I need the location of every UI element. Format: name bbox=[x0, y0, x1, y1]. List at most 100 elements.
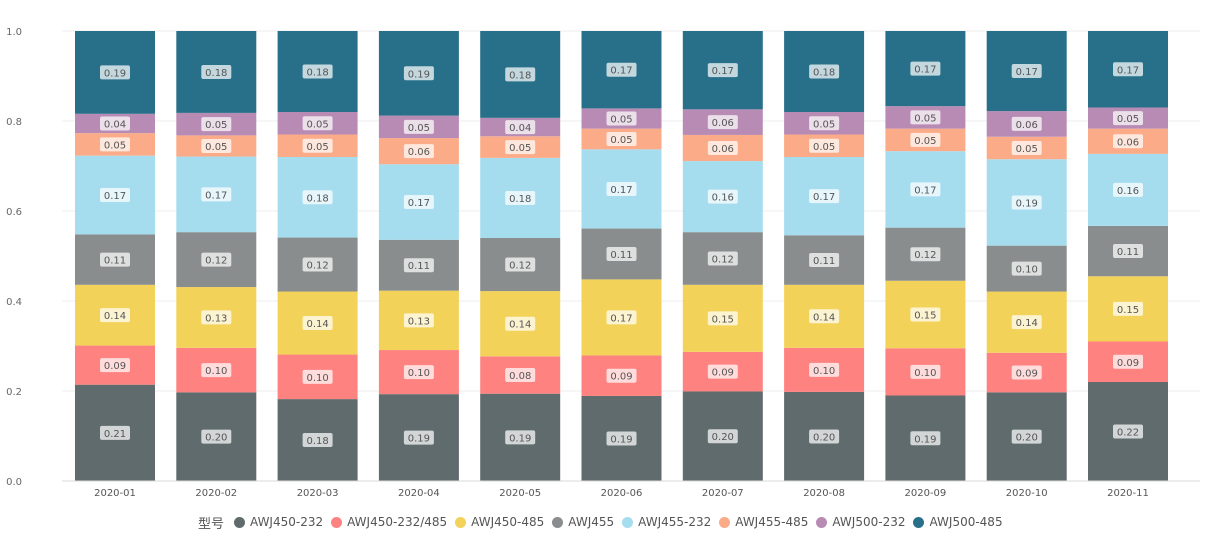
data-label-bg bbox=[809, 138, 840, 153]
data-label-bg bbox=[1011, 141, 1042, 155]
data-label-bg bbox=[707, 63, 738, 78]
legend-swatch bbox=[552, 516, 564, 528]
data-label-bg bbox=[1113, 62, 1143, 77]
legend-label: AWJ455 bbox=[568, 515, 615, 529]
data-label: 0.19 bbox=[914, 434, 936, 445]
data-label-bg bbox=[201, 429, 232, 444]
data-label-bg bbox=[100, 252, 130, 267]
legend-item[interactable]: AWJ450-232 bbox=[234, 515, 323, 529]
legend-item[interactable]: AWJ455 bbox=[552, 515, 614, 529]
data-label: 0.12 bbox=[306, 261, 328, 272]
data-label: 0.05 bbox=[610, 135, 632, 146]
data-label-bg bbox=[606, 111, 637, 126]
x-tick-label: 2020-11 bbox=[1107, 488, 1149, 499]
legend-item[interactable]: AWJ455-232 bbox=[622, 515, 711, 529]
data-label: 0.17 bbox=[1117, 65, 1139, 76]
data-label: 0.04 bbox=[509, 123, 531, 134]
y-tick-label: 0.4 bbox=[6, 297, 22, 308]
data-label-bg bbox=[403, 258, 434, 273]
data-label-bg bbox=[809, 362, 840, 377]
data-label: 0.10 bbox=[914, 368, 936, 379]
x-tick-label: 2020-05 bbox=[499, 488, 541, 499]
data-label-bg bbox=[1011, 365, 1042, 380]
legend-item[interactable]: AWJ450-485 bbox=[455, 515, 544, 529]
data-label: 0.22 bbox=[1117, 428, 1139, 439]
data-label: 0.19 bbox=[509, 433, 531, 444]
watermark: https://blog.csdn.net/Fine_one bbox=[1018, 515, 1200, 529]
data-label-bg bbox=[302, 64, 333, 79]
data-label-bg bbox=[910, 182, 941, 197]
data-label: 0.18 bbox=[509, 70, 531, 81]
data-label: 0.20 bbox=[813, 432, 835, 443]
data-label: 0.18 bbox=[306, 436, 328, 447]
data-label-bg bbox=[606, 132, 637, 146]
legend-label: AWJ455-232 bbox=[638, 515, 712, 529]
data-label-bg bbox=[809, 253, 840, 268]
legend-item[interactable]: AWJ500-485 bbox=[913, 515, 1003, 529]
legend: 型号 AWJ450-232 AWJ450-232/485 AWJ450-485 AWJ… bbox=[198, 512, 1011, 532]
data-label-bg bbox=[1011, 315, 1042, 330]
data-label-bg bbox=[403, 144, 434, 159]
data-label: 0.05 bbox=[813, 142, 835, 153]
legend-items: AWJ450-232 AWJ450-232/485 AWJ450-485 AWJ455… bbox=[234, 515, 1011, 529]
data-label: 0.06 bbox=[712, 144, 734, 155]
data-label: 0.10 bbox=[813, 366, 835, 377]
data-label-bg bbox=[403, 195, 434, 209]
data-label-bg bbox=[100, 188, 130, 203]
data-label: 0.17 bbox=[205, 190, 227, 201]
data-label: 0.09 bbox=[610, 372, 632, 383]
data-label: 0.17 bbox=[610, 66, 632, 77]
data-label-bg bbox=[1011, 195, 1042, 210]
x-tick-label: 2020-08 bbox=[803, 488, 845, 499]
data-label-bg bbox=[403, 119, 434, 134]
data-label-bg bbox=[302, 433, 333, 448]
data-label: 0.14 bbox=[104, 311, 126, 322]
data-label-bg bbox=[1113, 244, 1143, 259]
data-label-bg bbox=[201, 138, 232, 153]
data-label: 0.11 bbox=[408, 261, 430, 272]
data-label: 0.09 bbox=[712, 368, 734, 379]
data-label: 0.05 bbox=[509, 143, 531, 154]
y-tick-label: 0.0 bbox=[6, 477, 22, 488]
data-label: 0.14 bbox=[813, 312, 835, 323]
data-label: 0.05 bbox=[205, 142, 227, 153]
data-label-bg bbox=[707, 115, 738, 130]
legend-item[interactable]: AWJ450-232/485 bbox=[331, 515, 447, 529]
data-label: 0.05 bbox=[306, 119, 328, 130]
data-label: 0.20 bbox=[205, 433, 227, 444]
legend-item[interactable]: AWJ455-485 bbox=[719, 515, 808, 529]
data-label: 0.06 bbox=[1016, 120, 1038, 131]
data-label: 0.19 bbox=[104, 68, 126, 79]
x-tick-label: 2020-03 bbox=[297, 488, 339, 499]
data-label-bg bbox=[403, 313, 434, 328]
x-tick-label: 2020-01 bbox=[94, 488, 136, 499]
data-label-bg bbox=[606, 62, 637, 77]
data-label: 0.12 bbox=[914, 250, 936, 261]
data-label-bg bbox=[100, 425, 130, 440]
data-label-bg bbox=[707, 311, 738, 326]
x-tick-label: 2020-09 bbox=[905, 488, 947, 499]
legend-label: AWJ450-232 bbox=[250, 515, 324, 529]
data-label: 0.14 bbox=[509, 320, 531, 331]
data-label: 0.20 bbox=[1016, 433, 1038, 444]
data-label-bg bbox=[100, 308, 130, 323]
data-label-bg bbox=[809, 429, 840, 444]
data-label: 0.17 bbox=[712, 66, 734, 77]
data-label-bg bbox=[910, 110, 941, 125]
data-label: 0.13 bbox=[205, 313, 227, 324]
data-label-bg bbox=[201, 252, 232, 267]
data-label-bg bbox=[1011, 261, 1042, 276]
data-label: 0.05 bbox=[1016, 144, 1038, 155]
data-label-bg bbox=[1011, 64, 1042, 79]
data-label-bg bbox=[809, 309, 840, 324]
y-tick-label: 0.8 bbox=[6, 117, 22, 128]
legend-swatch bbox=[234, 516, 246, 528]
data-label: 0.11 bbox=[104, 256, 126, 267]
data-label-bg bbox=[910, 364, 941, 379]
legend-item[interactable]: AWJ500-232 bbox=[816, 515, 905, 529]
data-label: 0.13 bbox=[408, 316, 430, 327]
data-label-bg bbox=[910, 61, 941, 76]
data-label-bg bbox=[505, 190, 536, 205]
legend-swatch bbox=[913, 516, 925, 528]
data-label: 0.05 bbox=[104, 140, 126, 151]
